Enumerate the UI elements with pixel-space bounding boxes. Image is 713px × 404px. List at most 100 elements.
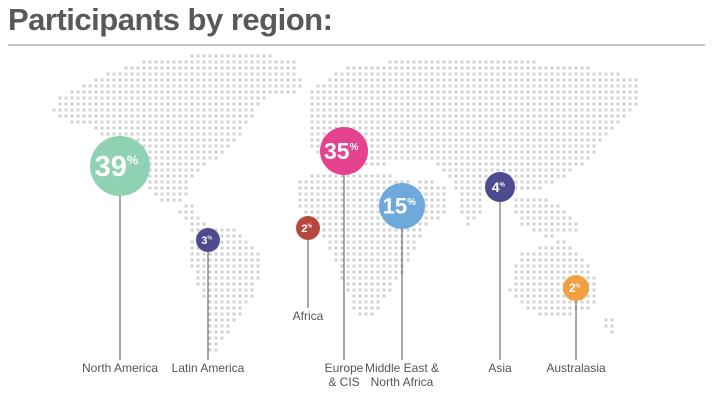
map-dot xyxy=(256,60,260,64)
map-dot xyxy=(466,108,470,112)
map-dot xyxy=(238,120,242,124)
map-dot xyxy=(442,120,446,124)
map-dot xyxy=(484,162,488,166)
map-dot xyxy=(466,60,470,64)
map-dot xyxy=(376,102,380,106)
map-dot xyxy=(526,114,530,118)
map-dot xyxy=(328,84,332,88)
region-label-asia: Asia xyxy=(488,361,512,375)
map-dot xyxy=(346,282,350,286)
map-dot xyxy=(238,72,242,76)
map-dot xyxy=(568,66,572,70)
map-dot xyxy=(232,60,236,64)
map-dot xyxy=(214,54,218,58)
map-dot xyxy=(370,132,374,136)
map-dot xyxy=(490,120,494,124)
map-dot xyxy=(568,102,572,106)
map-dot xyxy=(400,126,404,130)
map-dot xyxy=(364,282,368,286)
map-dot xyxy=(226,120,230,124)
map-dot xyxy=(616,108,620,112)
map-dot xyxy=(562,168,566,172)
map-dot xyxy=(574,228,578,232)
map-dot xyxy=(106,96,110,100)
map-dot xyxy=(388,228,392,232)
map-dot xyxy=(100,114,104,118)
map-dot xyxy=(484,120,488,124)
map-dot xyxy=(286,78,290,82)
map-dot xyxy=(394,78,398,82)
map-dot xyxy=(454,156,458,160)
map-dot xyxy=(556,210,560,214)
map-dot xyxy=(616,84,620,88)
map-dot xyxy=(502,78,506,82)
map-dot xyxy=(274,72,278,76)
map-dot xyxy=(358,204,362,208)
map-dot xyxy=(634,96,638,100)
map-dot xyxy=(544,210,548,214)
map-dot xyxy=(514,96,518,100)
map-dot xyxy=(478,120,482,124)
map-dot xyxy=(442,132,446,136)
map-dot xyxy=(406,156,410,160)
map-dot xyxy=(388,252,392,256)
map-dot xyxy=(136,120,140,124)
map-dot xyxy=(406,126,410,130)
map-dot xyxy=(520,138,524,142)
map-dot xyxy=(490,72,494,76)
map-dot xyxy=(454,108,458,112)
map-dot xyxy=(562,72,566,76)
map-dot xyxy=(442,144,446,148)
map-dot xyxy=(316,84,320,88)
map-dot xyxy=(334,258,338,262)
map-dot xyxy=(538,228,542,232)
map-dot xyxy=(472,168,476,172)
map-dot xyxy=(454,60,458,64)
map-dot xyxy=(454,162,458,166)
map-dot xyxy=(226,84,230,88)
map-dot xyxy=(64,102,68,106)
map-dot xyxy=(454,144,458,148)
map-dot xyxy=(238,126,242,130)
map-dot xyxy=(592,84,596,88)
map-dot xyxy=(424,114,428,118)
map-dot xyxy=(382,186,386,190)
map-dot xyxy=(472,90,476,94)
map-dot xyxy=(538,138,542,142)
map-dot xyxy=(244,300,248,304)
map-dot xyxy=(400,60,404,64)
map-dot xyxy=(190,174,194,178)
map-dot xyxy=(568,150,572,154)
map-dot xyxy=(124,90,128,94)
map-dot xyxy=(202,264,206,268)
map-dot xyxy=(334,108,338,112)
map-dot xyxy=(580,108,584,112)
map-dot xyxy=(202,84,206,88)
map-dot xyxy=(496,162,500,166)
map-dot xyxy=(94,84,98,88)
map-dot xyxy=(238,276,242,280)
map-dot xyxy=(382,78,386,82)
map-dot xyxy=(520,72,524,76)
map-dot xyxy=(334,120,338,124)
map-dot xyxy=(346,84,350,88)
map-dot xyxy=(376,216,380,220)
map-dot xyxy=(256,90,260,94)
map-dot xyxy=(610,102,614,106)
map-dot xyxy=(214,108,218,112)
map-dot xyxy=(184,138,188,142)
map-dot xyxy=(454,138,458,142)
map-dot xyxy=(154,162,158,166)
map-dot xyxy=(514,138,518,142)
map-dot xyxy=(430,120,434,124)
map-dot xyxy=(598,114,602,118)
map-dot xyxy=(370,246,374,250)
map-dot xyxy=(466,174,470,178)
map-dot xyxy=(376,150,380,154)
map-dot xyxy=(538,300,542,304)
map-dot xyxy=(232,126,236,130)
map-dot xyxy=(592,150,596,154)
map-dot xyxy=(430,132,434,136)
map-dot xyxy=(526,300,530,304)
map-dot xyxy=(232,258,236,262)
